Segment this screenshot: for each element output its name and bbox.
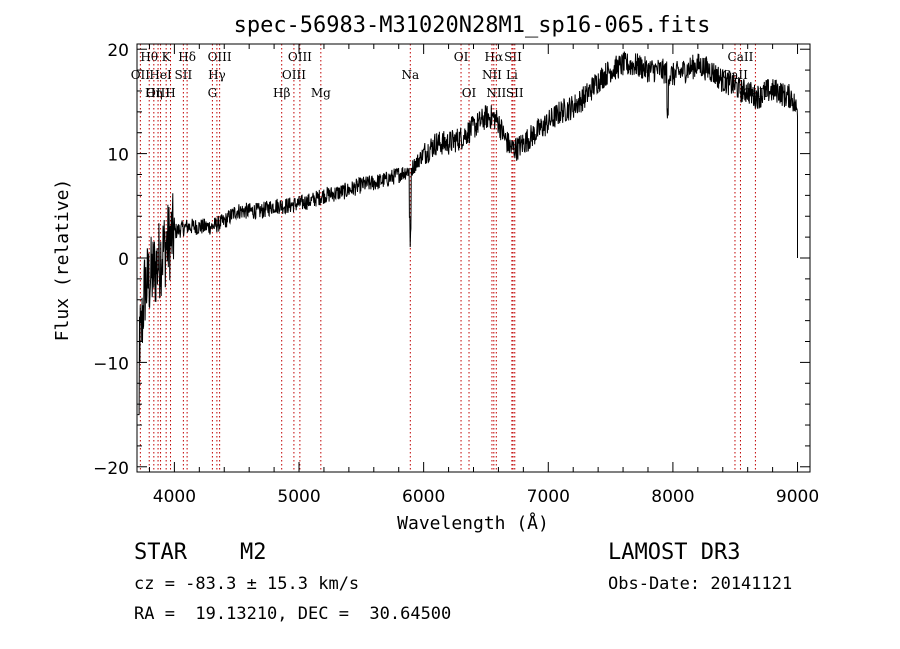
spectral-line-label: SII	[175, 68, 193, 82]
y-tick-label: −20	[93, 459, 129, 479]
x-tick-label: 6000	[402, 487, 445, 507]
spectral-line-label: H	[165, 86, 175, 100]
x-tick-label: 9000	[776, 487, 819, 507]
spectral-line-label: OIII	[288, 50, 312, 64]
spectral-line-label: G	[208, 86, 218, 100]
spectral-line-label: Li	[506, 68, 518, 82]
chart-title: spec-56983-M31020N28M1_sp16-065.fits	[234, 13, 711, 38]
object-subclass: M2	[240, 540, 267, 565]
spectral-line-label: HeI	[149, 68, 172, 82]
spectral-line-label: Hγ	[208, 68, 226, 82]
x-tick-label: 7000	[527, 487, 570, 507]
spectral-line-label: K	[162, 50, 172, 64]
spectral-line-label: Hθ	[140, 50, 158, 64]
spectral-line-label: OI	[462, 86, 477, 100]
plot-frame	[136, 43, 811, 473]
redshift-text: cz = -83.3 ± 15.3 km/s	[134, 574, 360, 594]
y-tick-label: 0	[118, 250, 129, 270]
spectral-line-label: Na	[401, 68, 419, 82]
spectral-line-label: SII	[504, 50, 522, 64]
y-tick-label: −10	[93, 354, 129, 374]
x-axis-label: Wavelength (Å)	[397, 512, 549, 534]
spectral-line-label: OIII	[208, 50, 232, 64]
x-tick-label: 8000	[651, 487, 694, 507]
spectral-line-label: Hα	[485, 50, 504, 64]
x-tick-label: 5000	[277, 487, 320, 507]
spectral-line-label: SII	[506, 86, 524, 100]
obs-date-text: Obs-Date: 20141121	[608, 574, 793, 594]
y-axis-label: Flux (relative)	[52, 179, 73, 342]
spectral-line-label: Hη	[145, 86, 163, 100]
spectral-line-label: OIII	[282, 68, 306, 82]
x-tick-label: 4000	[153, 487, 196, 507]
coordinates-text: RA = 19.13210, DEC = 30.64500	[134, 604, 452, 624]
y-tick-label: 20	[107, 41, 129, 61]
survey-name: LAMOST DR3	[608, 540, 741, 565]
spectrum-line	[137, 50, 798, 416]
object-class: STAR	[134, 540, 187, 565]
spectral-line-label: OII	[131, 68, 151, 82]
spectral-line-label: OIII	[146, 86, 170, 100]
y-tick-label: 10	[107, 146, 129, 166]
spectrum-chart: spec-56983-M31020N28M1_sp16-065.fits Hθ O…	[52, 13, 819, 534]
spectral-line-label: OI	[454, 50, 469, 64]
spectral-line-label: NII	[482, 68, 502, 82]
spectral-line-label: NII	[486, 86, 506, 100]
spectral-line-label: Hδ	[178, 50, 196, 64]
spectral-line-label: CaII	[728, 50, 754, 64]
x-axis: 4000 5000 6000 7000 8000 9000	[148, 44, 819, 507]
spectral-line-label: Hβ	[273, 86, 290, 100]
y-axis: −20 −10 0 10 20	[93, 41, 810, 479]
spectral-line-label: Mg	[311, 86, 331, 100]
